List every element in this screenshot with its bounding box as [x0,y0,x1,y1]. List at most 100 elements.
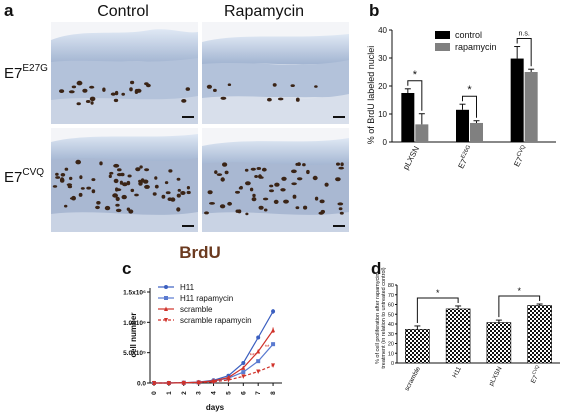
brdu-nucleus [186,186,190,190]
brdu-nucleus [115,208,122,213]
column-label-rapamycin: Rapamycin [224,3,304,20]
brdu-nucleus [60,173,66,177]
b-y-tick-label: 40 [378,26,387,35]
d-significance-bracket [416,297,459,323]
b-legend-swatch [435,43,450,51]
brdu-nucleus [227,201,233,206]
brdu-nucleus [306,169,310,175]
c-legend-label: H11 [180,283,195,292]
brdu-nucleus [117,168,122,172]
c-legend-label: scramble [180,305,213,314]
brdu-nucleus [71,195,76,201]
d-x-tick-label: H11 [451,365,463,379]
c-marker-scramble rapamycin [152,381,156,386]
brdu-nucleus [245,212,249,216]
panel-b: b % of BrdU labeled nuclei 0 10 20 30 40 * pLX… [366,1,556,171]
brdu-nucleus [168,169,173,173]
c-x-tick-label: 0 [151,391,158,395]
d-y-tick-label: 70 [388,293,394,299]
c-y-tick-label: 1.0x10⁶ [123,320,146,327]
brdu-nucleus [75,159,81,165]
brdu-nucleus [244,168,249,172]
brdu-nucleus [258,176,264,179]
brdu-nucleus [91,178,96,182]
brdu-nucleus [76,80,83,86]
brdu-nucleus [314,196,319,201]
panel-b-ylabel: % of BrdU labeled nuclei [366,46,376,145]
brdu-nucleus [209,202,215,205]
brdu-nucleus [134,193,139,197]
b-bar-control [510,58,524,143]
brdu-nucleus [262,197,269,201]
b-significance-bracket [516,38,532,67]
brdu-nucleus [235,209,240,213]
c-x-tick-label: 6 [240,391,247,395]
d-bar [405,329,430,364]
d-y-tick-label: 50 [388,312,394,318]
brdu-nucleus [227,83,232,86]
b-x-tick-label: E7E26G [456,144,476,170]
c-marker-scramble rapamycin [256,369,261,374]
c-marker-H11 [164,285,168,289]
brdu-nucleus [138,181,143,186]
brdu-nucleus [130,80,135,85]
micrograph-cvq-rapamycin [202,128,349,232]
panel-c-xlabel: days [206,403,225,412]
brdu-nucleus [146,83,151,88]
brdu-nucleus [176,177,181,181]
brdu-nucleus [272,83,277,87]
brdu-nucleus [108,174,112,178]
brdu-nucleus [338,166,345,170]
brdu-nucleus [303,205,308,210]
panel-d: d % of cell proliferation after rapamyci… [371,259,560,392]
c-marker-H11 [271,309,276,314]
brdu-nucleus [269,189,274,193]
c-x-tick-label: 1 [166,391,173,395]
brdu-nucleus [68,90,75,94]
brdu-nucleus [249,187,254,192]
brdu-nucleus [110,92,116,96]
d-y-tick-label: 60 [388,303,394,309]
brdu-nucleus [113,178,119,184]
c-marker-scramble rapamycin [164,318,168,323]
c-marker-scramble rapamycin [181,380,186,386]
brdu-nucleus [63,204,68,208]
b-bar-rapamycin [470,122,483,142]
brdu-nucleus [99,161,103,166]
b-significance-bracket [462,95,477,118]
brdu-nucleus [86,186,92,190]
brdu-nucleus [256,167,262,170]
brdu-nucleus [185,87,190,91]
brdu-nucleus [140,178,145,183]
d-y-tick-label: 30 [388,332,394,338]
c-x-tick-label: 5 [225,391,232,395]
b-significance-label: n.s. [519,31,530,38]
brdu-nucleus [55,176,61,179]
c-marker-scramble rapamycin [241,374,246,379]
brdu-nucleus [277,97,284,101]
c-line-H11 rapamycin [154,343,274,384]
brdu-nucleus [186,190,191,195]
brdu-nucleus [291,182,297,186]
c-legend-label: H11 rapamycin [180,294,233,303]
brdu-nucleus [170,197,176,202]
panel-d-letter: d [371,259,381,278]
brdu-nucleus [238,186,243,190]
d-significance-bracket [498,295,541,318]
brdu-nucleus [295,206,300,210]
b-bar-control [401,93,415,142]
brdu-nucleus [220,177,225,182]
panel-b-letter: b [369,1,379,20]
brdu-nucleus [121,194,127,200]
d-x-tick-label: scramble [404,365,423,392]
c-marker-H11 [256,335,261,340]
c-marker-scramble [241,365,246,370]
brdu-nucleus [121,92,125,96]
b-significance-label: * [467,84,472,96]
brdu-nucleus [216,173,223,177]
brdu-nucleus [95,205,100,210]
brdu-nucleus [180,191,186,195]
brdu-nucleus [139,165,143,169]
b-y-tick-label: 0 [383,138,388,147]
brdu-nucleus [134,89,139,94]
